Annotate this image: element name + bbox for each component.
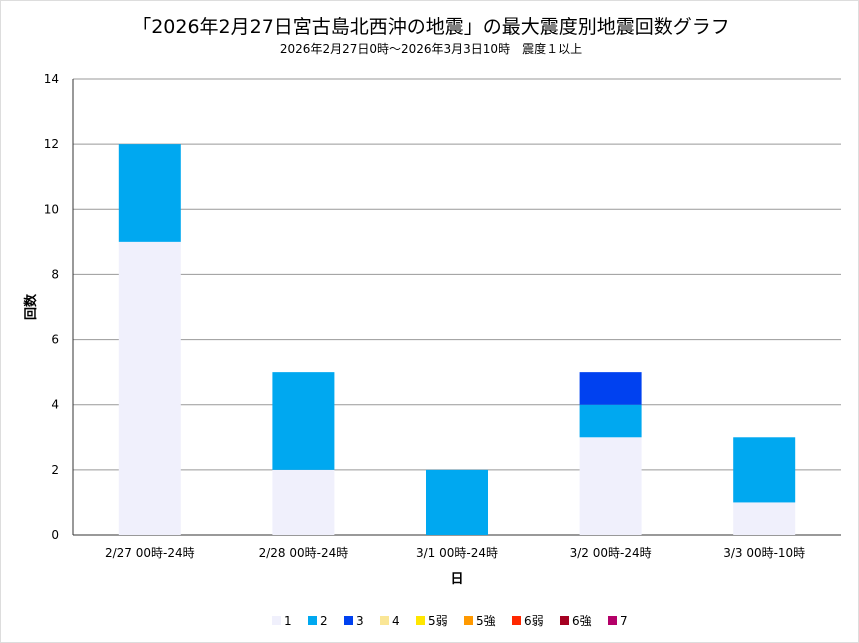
- bar-segment-1: [118, 241, 181, 535]
- legend-label: 6弱: [524, 614, 544, 628]
- bar-segment-2: [733, 437, 796, 503]
- bar-segment-3: [579, 372, 642, 405]
- y-tick-label: 4: [51, 398, 59, 412]
- legend-label: 6強: [572, 614, 592, 628]
- y-tick-label: 0: [51, 528, 59, 542]
- bar-segment-2: [579, 404, 642, 438]
- x-axis-label: 日: [450, 572, 463, 587]
- legend-swatch: [416, 616, 425, 625]
- legend-swatch: [464, 616, 473, 625]
- legend-swatch: [308, 616, 317, 625]
- legend-swatch: [560, 616, 569, 625]
- legend-swatch: [272, 616, 281, 625]
- bar-segment-1: [579, 437, 642, 535]
- x-tick-label: 3/3 00時-10時: [723, 546, 805, 560]
- legend-label: 5強: [476, 614, 496, 628]
- legend-label: 7: [620, 614, 628, 628]
- legend-label: 2: [320, 614, 328, 628]
- x-tick-label: 3/2 00時-24時: [570, 546, 652, 560]
- legend-swatch: [512, 616, 521, 625]
- bar-segment-2: [426, 469, 488, 535]
- bar-segment-2: [272, 372, 335, 470]
- legend-swatch: [380, 616, 389, 625]
- x-tick-label: 2/27 00時-24時: [105, 546, 195, 560]
- chart-subtitle: 2026年2月27日0時～2026年3月3日10時 震度１以上: [280, 41, 582, 56]
- chart-title: 「2026年2月27日宮古島北西沖の地震」の最大震度別地震回数グラフ: [132, 16, 730, 38]
- x-tick-label: 3/1 00時-24時: [416, 546, 498, 560]
- y-tick-label: 8: [51, 267, 59, 281]
- bar-segment-2: [118, 144, 181, 242]
- x-tick-label: 2/28 00時-24時: [259, 546, 349, 560]
- legend-label: 4: [392, 614, 400, 628]
- y-tick-label: 6: [51, 333, 59, 347]
- legend-label: 1: [284, 614, 292, 628]
- legend-swatch: [608, 616, 617, 625]
- bar-segment-1: [733, 502, 796, 535]
- bar-segment-1: [272, 469, 335, 535]
- y-axis-label: 回数: [23, 293, 39, 320]
- y-tick-label: 12: [44, 137, 59, 151]
- y-tick-label: 2: [51, 463, 59, 477]
- legend-label: 3: [356, 614, 364, 628]
- legend-label: 5弱: [428, 614, 448, 628]
- y-tick-label: 10: [44, 202, 59, 216]
- legend-swatch: [344, 616, 353, 625]
- y-tick-label: 14: [44, 72, 59, 86]
